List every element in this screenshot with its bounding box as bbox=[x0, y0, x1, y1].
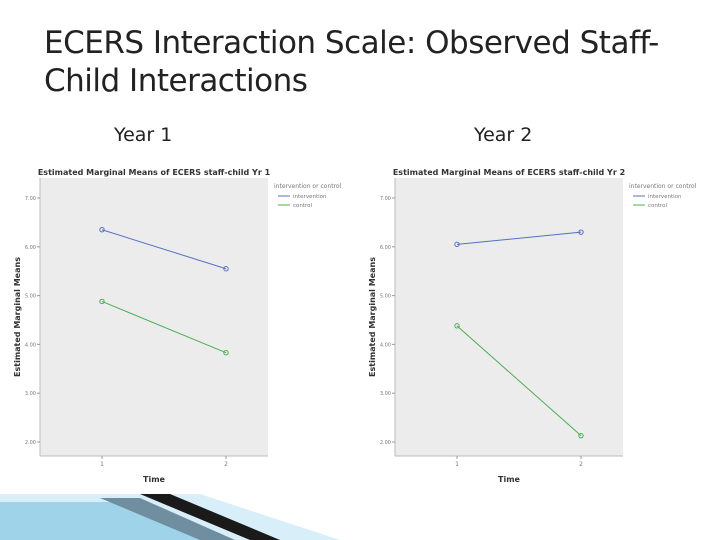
y-axis-label: Estimated Marginal Means bbox=[13, 257, 22, 377]
data-point-intervention bbox=[454, 241, 460, 248]
series-line-control bbox=[101, 300, 227, 354]
data-point-control bbox=[99, 298, 105, 305]
chart-title: Estimated Marginal Means of ECERS staff-… bbox=[38, 168, 271, 177]
y-tick-label: 2.00 bbox=[380, 440, 391, 446]
chart-year-1: Estimated Marginal Means of ECERS staff-… bbox=[13, 168, 342, 484]
series-line-intervention bbox=[456, 231, 582, 245]
plot-area bbox=[395, 178, 623, 456]
y-tick-label: 7.00 bbox=[25, 196, 36, 202]
data-point-intervention bbox=[99, 227, 105, 233]
y-tick-label: 4.00 bbox=[25, 342, 36, 348]
y-tick-label: 6.00 bbox=[380, 245, 391, 251]
x-tick-label: 2 bbox=[224, 461, 228, 468]
y-tick-label: 3.00 bbox=[380, 391, 391, 397]
y-tick-label: 5.00 bbox=[380, 294, 391, 300]
deco-dark-band bbox=[140, 494, 280, 540]
legend-title: intervention or control bbox=[629, 183, 697, 190]
legend-title: intervention or control bbox=[274, 183, 342, 190]
data-point-control bbox=[454, 323, 460, 329]
series-line-intervention bbox=[101, 229, 227, 270]
x-axis-label: Time bbox=[143, 475, 166, 484]
legend-label-intervention: intervention bbox=[293, 194, 327, 200]
data-point-intervention bbox=[578, 229, 584, 235]
slide-title: ECERS Interaction Scale: Observed Staff-… bbox=[44, 24, 684, 100]
legend-label-control: control bbox=[648, 203, 668, 209]
deco-slate-band bbox=[100, 498, 235, 540]
year-1-label: Year 1 bbox=[114, 124, 173, 146]
legend-label-intervention: intervention bbox=[648, 194, 682, 200]
slide-title-line-1: ECERS Interaction Scale: Observed Staff- bbox=[44, 25, 659, 61]
decorative-corner-graphic bbox=[0, 494, 340, 540]
slide-title-line-2: Child Interactions bbox=[44, 63, 308, 99]
y-tick-label: 5.00 bbox=[25, 294, 36, 300]
plot-area bbox=[40, 178, 268, 456]
y-tick-label: 6.00 bbox=[25, 245, 36, 251]
y-tick-label: 7.00 bbox=[380, 196, 391, 202]
chart-title: Estimated Marginal Means of ECERS staff-… bbox=[393, 168, 625, 177]
y-axis-label: Estimated Marginal Means bbox=[368, 257, 377, 377]
y-tick-label: 3.00 bbox=[25, 391, 36, 397]
data-point-control bbox=[223, 349, 229, 356]
y-tick-label: 2.00 bbox=[25, 440, 36, 446]
data-point-control bbox=[578, 432, 584, 439]
legend-label-control: control bbox=[293, 203, 313, 209]
x-tick-label: 1 bbox=[100, 461, 104, 468]
x-tick-label: 2 bbox=[579, 461, 583, 468]
data-point-intervention bbox=[223, 266, 229, 272]
x-axis-label: Time bbox=[498, 475, 521, 484]
chart-year-2: Estimated Marginal Means of ECERS staff-… bbox=[368, 168, 697, 484]
year-2-label: Year 2 bbox=[474, 124, 533, 146]
deco-blue-band bbox=[0, 502, 200, 540]
x-tick-label: 1 bbox=[455, 461, 459, 468]
y-tick-label: 4.00 bbox=[380, 342, 391, 348]
series-line-control bbox=[456, 325, 582, 437]
